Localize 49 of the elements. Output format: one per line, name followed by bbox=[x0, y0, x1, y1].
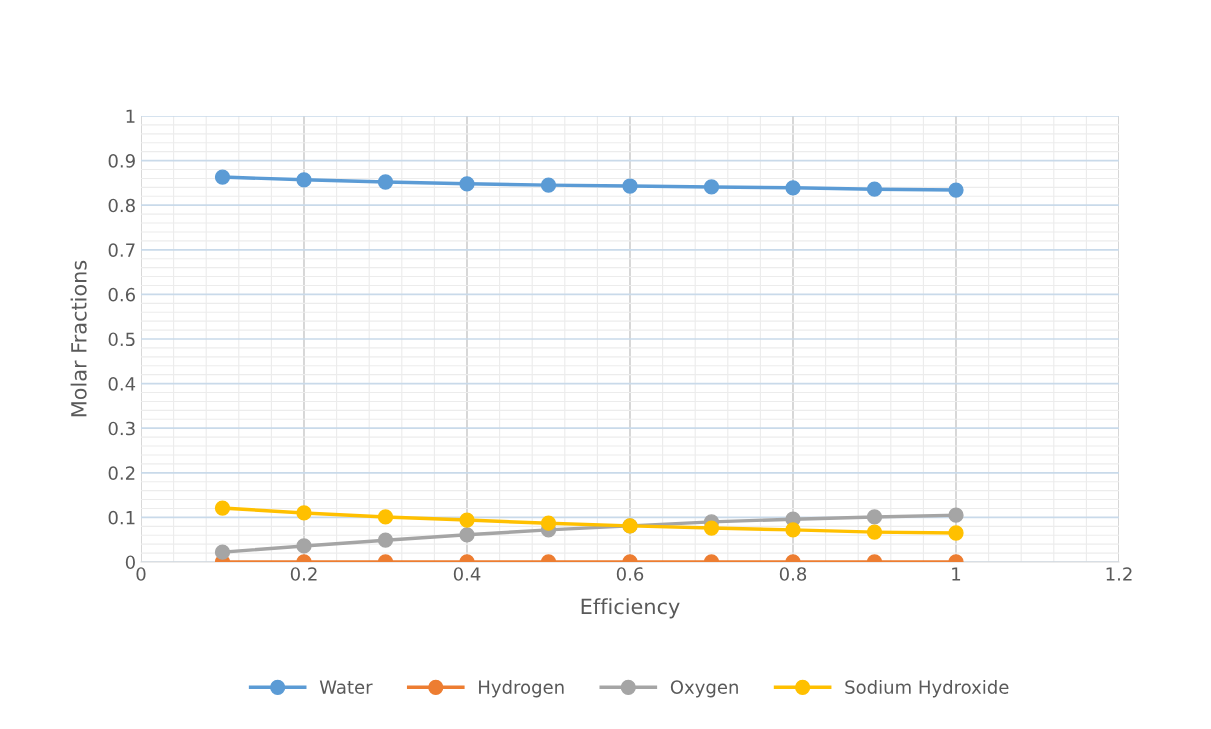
point bbox=[377, 174, 394, 190]
y-tick-label: 0.5 bbox=[108, 332, 135, 347]
x-tick-label: 0.8 bbox=[779, 567, 807, 581]
y-tick-label: 0.2 bbox=[108, 466, 135, 480]
point bbox=[459, 527, 475, 543]
point bbox=[214, 500, 231, 516]
legend-label: Oxygen bbox=[670, 680, 738, 698]
legend-label: Hydrogen bbox=[479, 679, 564, 698]
y-tick-label: 0.3 bbox=[108, 421, 135, 436]
point bbox=[948, 182, 964, 198]
x-axis-title: Efficiency bbox=[581, 598, 680, 619]
point bbox=[785, 180, 801, 196]
point bbox=[703, 520, 720, 536]
point bbox=[622, 178, 638, 194]
y-tick-label: 0.6 bbox=[108, 287, 135, 302]
point bbox=[214, 544, 231, 560]
x-tick-label: 0.2 bbox=[290, 567, 317, 581]
point bbox=[866, 524, 883, 540]
y-tick-label: 0.1 bbox=[108, 510, 135, 525]
point bbox=[377, 509, 394, 525]
point bbox=[296, 172, 312, 188]
point bbox=[540, 515, 557, 531]
point bbox=[459, 176, 475, 192]
y-tick-label: 0.7 bbox=[108, 243, 135, 257]
x-tick-label: 1.2 bbox=[1106, 567, 1132, 581]
x-tick-label: 1 bbox=[952, 567, 961, 581]
point bbox=[296, 505, 312, 521]
point bbox=[948, 507, 964, 523]
point bbox=[866, 509, 883, 525]
point bbox=[785, 522, 801, 538]
x-tick-label: 0.6 bbox=[616, 567, 644, 581]
point bbox=[866, 181, 883, 197]
x-tick-label: 0 bbox=[136, 567, 146, 581]
point bbox=[296, 538, 312, 554]
y-tick-label: 0.4 bbox=[108, 377, 136, 391]
legend-label: Water bbox=[319, 680, 373, 694]
point bbox=[459, 512, 475, 528]
y-tick-label: 0 bbox=[125, 555, 135, 570]
point bbox=[214, 169, 231, 185]
point bbox=[703, 179, 720, 195]
y-tick-label: 0.8 bbox=[108, 198, 135, 213]
y-tick-label: 1 bbox=[126, 109, 135, 123]
point bbox=[948, 525, 964, 541]
legend-label: Sodium Hydroxide bbox=[845, 679, 1009, 698]
x-tick-label: 0.4 bbox=[453, 567, 481, 581]
y-axis-title: Molar Fractions bbox=[70, 260, 87, 417]
point bbox=[540, 177, 557, 193]
point bbox=[377, 532, 394, 548]
y-tick-label: 0.9 bbox=[108, 154, 135, 168]
